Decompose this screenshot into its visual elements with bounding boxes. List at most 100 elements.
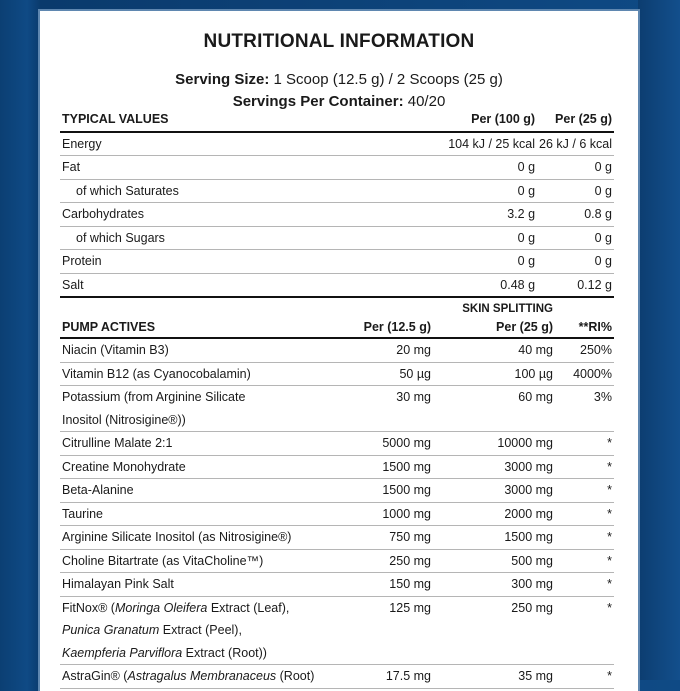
table-row: Salt 0.48 g 0.12 g [60,273,614,298]
row-value: 0 g [537,179,614,203]
row-value: 0 g [537,226,614,250]
label-part: Extract (Peel), [159,623,242,637]
row-value: 1500 mg [433,525,555,550]
row-label: Carbohydrates [60,202,329,227]
serving-size-label: Serving Size: [175,71,270,88]
header-per-25g: Per (25 g) [496,320,553,334]
label-part: Moringa Oleifera [114,600,208,615]
row-value: 0.48 g [417,273,538,298]
row-label: Choline Bitartrate (as VitaCholine™) [60,549,339,573]
row-ri: * [555,525,614,550]
row-label: Niacin (Vitamin B3) [60,338,339,363]
row-value: 300 mg [433,572,555,597]
label-line: Inositol (Nitrosigine®)) [62,412,186,427]
row-value: 500 mg [433,549,555,573]
header-per-25g: Per (25 g) [537,108,614,133]
row-value: 5000 mg [339,431,433,456]
row-ri: * [555,502,614,526]
row-value: 100 µg [433,362,555,386]
table-row: Energy 104 kJ / 25 kcal 26 kJ / 6 kcal [60,131,614,156]
row-ri: * [555,478,614,503]
row-value: 35 mg [433,664,555,689]
row-value: 40 mg [433,338,555,363]
table-row: Creatine Monohydrate 1500 mg 3000 mg * [60,455,614,479]
serving-size: Serving Size: 1 Scoop (12.5 g) / 2 Scoop… [40,71,638,88]
row-value: 3000 mg [433,478,555,503]
row-value: 3.2 g [417,202,538,227]
table-header: TYPICAL VALUES Per (100 g) Per (25 g) [60,108,614,133]
row-ri: 250% [555,338,614,363]
row-ri: * [555,431,614,456]
row-label: of which Sugars [60,226,329,250]
row-label: Energy [60,131,329,156]
row-label: Creatine Monohydrate [60,455,339,479]
table-row: Himalayan Pink Salt 150 mg 300 mg * [60,572,614,597]
row-label: Citrulline Malate 2:1 [60,431,339,456]
table-row: Choline Bitartrate (as VitaCholine™) 250 … [60,549,614,573]
servings-value: 40/20 [407,93,446,110]
row-value: 250 mg [339,549,433,573]
table-row: Arginine Silicate Inositol (as Nitrosigi… [60,525,614,550]
row-value: 150 mg [339,572,433,597]
row-ri: * [555,549,614,573]
table-row: Potassium (from Arginine Silicate Inosito… [60,385,614,432]
nutrition-panel: NUTRITIONAL INFORMATION Serving Size: 1 … [40,11,638,691]
pump-actives-table: PUMP ACTIVES Per (12.5 g) SKIN SPLITTING… [60,301,614,689]
row-label: Taurine [60,502,339,526]
row-ri: * [555,455,614,479]
label-part: Extract (Leaf), [207,600,290,615]
table-row: FitNox® (Moringa Oleifera Extract (Leaf)… [60,596,614,665]
label-part: (Root) [276,669,315,683]
row-value: 0.8 g [537,202,614,227]
row-value: 50 µg [339,362,433,386]
row-value: 20 mg [339,338,433,363]
row-label: FitNox® (Moringa Oleifera Extract (Leaf)… [60,596,339,665]
row-label: Fat [60,155,329,180]
table-row: Vitamin B12 (as Cyanocobalamin) 50 µg 100 … [60,362,614,386]
header-pump-actives: PUMP ACTIVES [60,301,339,339]
table-row: Beta-Alanine 1500 mg 3000 mg * [60,478,614,503]
row-ri: * [555,664,614,689]
row-value: 0.12 g [537,273,614,298]
label-part: FitNox® ( [62,600,115,615]
row-value: 10000 mg [433,431,555,456]
header-ri: **RI% [555,301,614,339]
table-row: Niacin (Vitamin B3) 20 mg 40 mg 250% [60,338,614,363]
header-skin-splitting: SKIN SPLITTING Per (25 g) [433,301,555,339]
servings-per-container: Servings Per Container: 40/20 [40,93,638,110]
row-ri: * [555,596,614,665]
row-ri: * [555,572,614,597]
row-label: Potassium (from Arginine Silicate Inosito… [60,385,339,432]
row-label: AstraGin® (Astragalus Membranaceus (Root… [60,664,339,689]
label-part: Astragalus Membranaceus [127,669,277,683]
label-part: Kaempferia Parviflora [62,645,183,660]
serving-size-value: 1 Scoop (12.5 g) / 2 Scoops (25 g) [273,71,503,88]
row-value: 104 kJ / 25 kcal [417,131,538,156]
label-line: Potassium (from Arginine Silicate [62,390,246,404]
row-value: 0 g [537,155,614,180]
row-label: Arginine Silicate Inositol (as Nitrosigi… [60,525,339,550]
label-part: AstraGin® ( [62,669,128,683]
typical-values-table: TYPICAL VALUES Per (100 g) Per (25 g) En… [60,108,614,298]
table-header: PUMP ACTIVES Per (12.5 g) SKIN SPLITTING… [60,301,614,339]
row-label: Salt [60,273,329,298]
row-label: Beta-Alanine [60,478,339,503]
header-typical-values: TYPICAL VALUES [60,108,329,133]
row-value: 0 g [417,249,538,274]
row-label: of which Saturates [60,179,329,203]
row-value: 1500 mg [339,455,433,479]
row-value: 3000 mg [433,455,555,479]
row-value: 30 mg [339,385,433,432]
row-value: 1500 mg [339,478,433,503]
page-title: NUTRITIONAL INFORMATION [203,31,475,52]
table-row: Citrulline Malate 2:1 5000 mg 10000 mg * [60,431,614,456]
background-frame [638,0,680,680]
row-value: 125 mg [339,596,433,665]
label-part: Extract (Root)) [182,645,267,660]
row-value: 0 g [417,226,538,250]
row-value: 26 kJ / 6 kcal [537,131,614,156]
table-row: AstraGin® (Astragalus Membranaceus (Root… [60,664,614,689]
